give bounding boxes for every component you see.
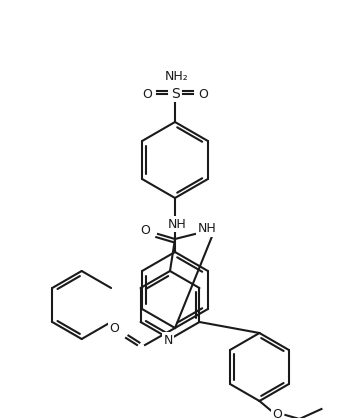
Text: O: O (273, 408, 282, 418)
Text: O: O (109, 321, 119, 334)
Text: NH: NH (198, 222, 216, 235)
Text: S: S (171, 87, 179, 101)
Text: O: O (140, 224, 150, 237)
Text: O: O (142, 87, 152, 100)
Text: NH₂: NH₂ (165, 69, 189, 82)
Text: NH: NH (168, 217, 186, 230)
Text: N: N (163, 334, 173, 347)
Text: O: O (198, 87, 208, 100)
